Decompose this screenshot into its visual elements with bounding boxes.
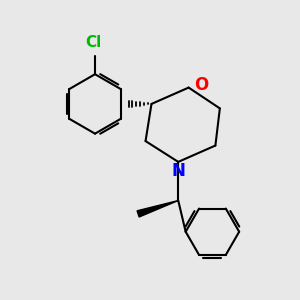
Text: O: O [194,76,208,94]
Polygon shape [137,200,178,217]
Text: Cl: Cl [85,34,102,50]
Text: N: N [171,163,185,181]
